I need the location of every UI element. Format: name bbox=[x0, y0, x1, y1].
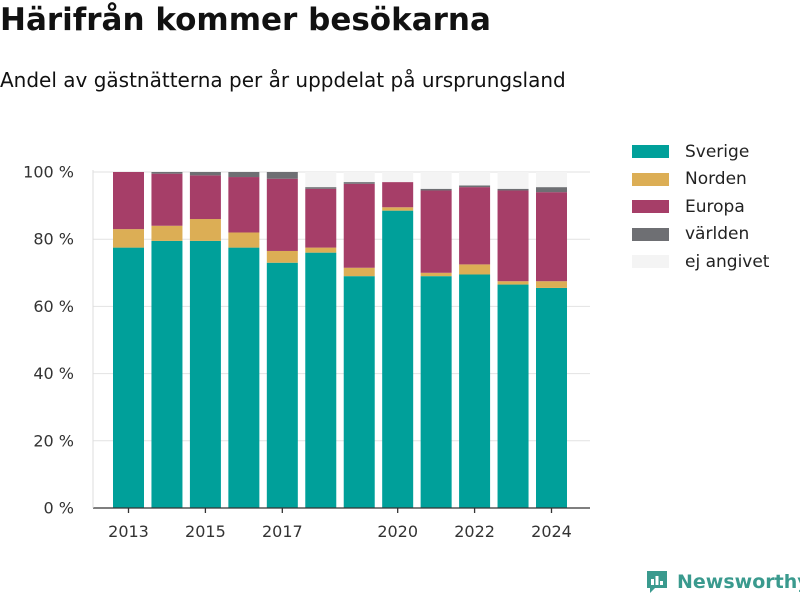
x-tick-label: 2017 bbox=[262, 522, 303, 541]
bar-segment bbox=[343, 183, 375, 268]
bar-segment bbox=[113, 247, 144, 508]
y-tick-label: 20 % bbox=[33, 431, 74, 450]
chart-legend: Sverige Norden Europa världen ej angivet bbox=[632, 138, 769, 276]
bar-segment bbox=[343, 267, 375, 277]
bar-segment bbox=[305, 187, 337, 189]
bar-segment bbox=[497, 190, 529, 282]
y-tick-label: 80 % bbox=[33, 230, 74, 249]
legend-swatch bbox=[632, 145, 669, 159]
bar-segment bbox=[497, 281, 529, 285]
bar-segment bbox=[305, 172, 337, 188]
bar-segment bbox=[382, 210, 414, 508]
legend-label: Norden bbox=[685, 169, 747, 190]
bar-segment bbox=[228, 247, 260, 508]
chart-title: Härifrån kommer besökarna bbox=[0, 2, 491, 38]
bar-segment bbox=[536, 287, 567, 508]
bar-segment bbox=[536, 172, 567, 188]
bar-segment bbox=[343, 276, 375, 508]
bar-segment bbox=[266, 262, 298, 508]
bar-segment bbox=[151, 240, 183, 508]
bar-segment bbox=[343, 182, 375, 184]
bar-segment bbox=[382, 172, 414, 183]
bar-segment bbox=[459, 187, 491, 265]
bar-segment bbox=[305, 247, 337, 253]
bar-segment bbox=[420, 172, 452, 189]
bar-segment bbox=[266, 250, 298, 263]
chart-subtitle: Andel av gästnätterna per år uppdelat på… bbox=[0, 68, 566, 92]
bar-segment bbox=[420, 190, 452, 273]
bar-segment bbox=[459, 172, 491, 186]
bar-segment bbox=[343, 172, 375, 183]
y-tick-label: 0 % bbox=[44, 499, 74, 518]
bar-segment bbox=[305, 252, 337, 508]
bar-segment bbox=[151, 173, 183, 226]
y-tick-label: 60 % bbox=[33, 297, 74, 316]
bar-segment bbox=[113, 172, 144, 230]
bar-segment bbox=[189, 219, 221, 241]
bar-segment bbox=[459, 274, 491, 508]
bar-segment bbox=[420, 276, 452, 508]
x-tick-label: 2020 bbox=[377, 522, 418, 541]
bar-segment bbox=[497, 172, 529, 189]
bar-segment bbox=[266, 178, 298, 251]
x-tick-label: 2013 bbox=[108, 522, 149, 541]
bar-segment bbox=[228, 177, 260, 233]
legend-swatch bbox=[632, 227, 669, 241]
bar-segment bbox=[189, 172, 221, 176]
x-tick-label: 2024 bbox=[531, 522, 572, 541]
bar-segment bbox=[459, 264, 491, 275]
bar-segment bbox=[151, 225, 183, 241]
bar-segment bbox=[151, 172, 183, 174]
bar-segment bbox=[228, 172, 260, 178]
legend-swatch bbox=[632, 255, 669, 269]
bar-segment bbox=[382, 182, 414, 208]
bar-segment bbox=[497, 284, 529, 508]
x-tick-label: 2015 bbox=[185, 522, 226, 541]
legend-label: världen bbox=[685, 224, 750, 245]
bars bbox=[113, 172, 567, 508]
bar-segment bbox=[420, 272, 452, 277]
bar-segment bbox=[536, 281, 567, 288]
newsworthy-logo-icon bbox=[647, 571, 667, 593]
legend-item[interactable]: ej angivet bbox=[632, 248, 769, 276]
legend-swatch bbox=[632, 200, 669, 214]
legend-item[interactable]: världen bbox=[632, 221, 769, 249]
bar-segment bbox=[113, 229, 144, 248]
bar-segment bbox=[420, 188, 452, 191]
brand-name: Newsworthy bbox=[677, 571, 800, 593]
bar-segment bbox=[382, 207, 414, 211]
axes: 0 % 20 % 40 % 60 % 80 % 100 % 2013 2015 2017 2020… bbox=[23, 163, 590, 541]
brand-logo: Newsworthy bbox=[645, 569, 800, 595]
legend-label: Europa bbox=[685, 196, 745, 217]
bar-segment bbox=[536, 187, 567, 193]
legend-item[interactable]: Sverige bbox=[632, 138, 769, 166]
bar-segment bbox=[228, 232, 260, 248]
y-tick-label: 40 % bbox=[33, 364, 74, 383]
legend-item[interactable]: Norden bbox=[632, 166, 769, 194]
bar-segment bbox=[189, 175, 221, 220]
bar-segment bbox=[266, 172, 298, 179]
bar-segment bbox=[189, 240, 221, 508]
legend-label: ej angivet bbox=[685, 251, 770, 272]
legend-item[interactable]: Europa bbox=[632, 193, 769, 221]
legend-label: Sverige bbox=[685, 141, 750, 162]
x-tick-label: 2022 bbox=[454, 522, 495, 541]
bar-segment bbox=[536, 192, 567, 282]
bar-segment bbox=[459, 185, 491, 188]
y-tick-label: 100 % bbox=[23, 163, 74, 182]
legend-swatch bbox=[632, 172, 669, 186]
bar-segment bbox=[305, 188, 337, 248]
bar-segment bbox=[497, 188, 529, 191]
